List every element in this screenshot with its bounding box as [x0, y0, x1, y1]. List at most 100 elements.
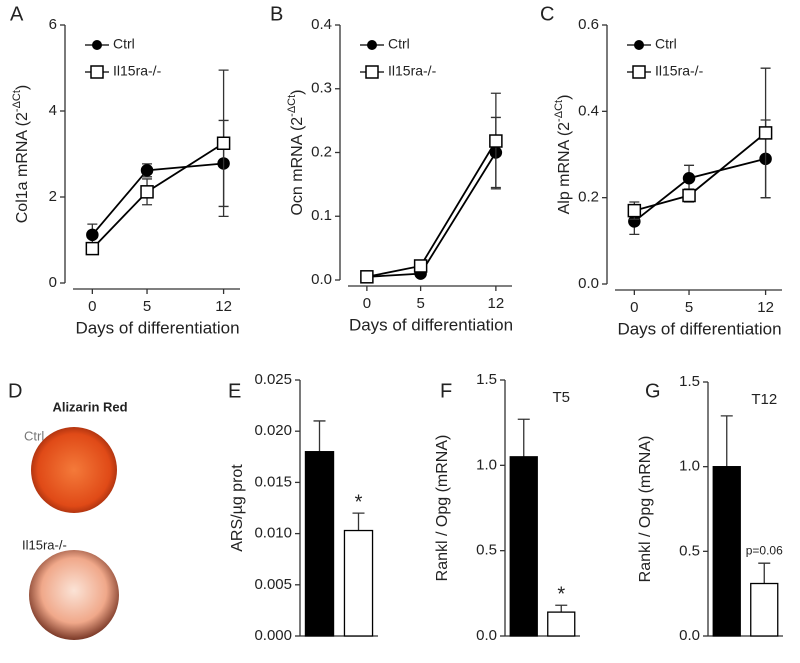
x-axis-label: Days of differentiation: [349, 315, 513, 334]
legend-marker: [90, 65, 104, 79]
y-tick-label: 4: [49, 102, 57, 119]
y-tick-label: 0.005: [254, 576, 292, 593]
y-tick-label: 0.0: [311, 271, 332, 288]
marker: [140, 164, 154, 177]
panel-letter: D: [8, 380, 22, 402]
y-label-part: Ocn mRNA (2: [289, 117, 306, 216]
marker: [682, 171, 696, 185]
y-tick-label: 0.0: [679, 627, 700, 644]
x-tick-label: 5: [143, 298, 151, 315]
y-tick-label: 0.015: [254, 473, 292, 490]
marker: [360, 270, 374, 284]
legend-label: Ctrl: [655, 36, 677, 52]
y-axis-label: Ocn mRNA (2-ΔCt): [286, 89, 306, 215]
bar: [750, 582, 779, 637]
subtitle: T12: [751, 391, 777, 408]
y-axis-label: Rankl / Opg (mRNA): [434, 435, 451, 582]
y-label-part: -ΔCt: [11, 90, 23, 112]
y-tick-label: 0.3: [311, 80, 332, 97]
y-tick-label: 0.025: [254, 371, 292, 388]
y-tick-label: 0.5: [679, 542, 700, 559]
error-bar: [313, 420, 326, 452]
error-bar: [720, 415, 733, 467]
y-tick-label: 0.4: [578, 102, 599, 119]
y-label-part: Col1a mRNA (2: [14, 112, 31, 223]
marker: [489, 134, 503, 148]
panel-letter: F: [440, 380, 452, 402]
legend-marker: [365, 65, 379, 79]
marker: [140, 185, 154, 199]
y-tick-label: 0.2: [311, 143, 332, 160]
y-label-part: ): [556, 95, 573, 100]
legend-marker: [632, 65, 646, 79]
y-label-part: -ΔCt: [553, 100, 565, 122]
y-tick-label: 1.5: [476, 371, 497, 388]
legend-label: Il15ra-/-: [388, 63, 437, 79]
x-tick-label: 12: [215, 298, 232, 315]
y-tick-label: 0: [49, 274, 57, 291]
subtitle: T5: [552, 389, 570, 406]
y-label-part: ): [14, 85, 31, 90]
y-tick-label: 1.5: [679, 373, 700, 390]
y-axis-label: Rankl / Opg (mRNA): [637, 436, 654, 583]
y-tick-label: 0.0: [578, 275, 599, 292]
y-tick-label: 0.0: [476, 627, 497, 644]
y-axis-label: Alp mRNA (2-ΔCt): [553, 95, 573, 215]
panel-letter: G: [645, 380, 661, 402]
legend-marker: [634, 40, 644, 50]
series-line: [366, 152, 497, 278]
marker: [86, 228, 99, 242]
y-tick-label: 0.000: [254, 627, 292, 644]
y-axis-label: Col1a mRNA (2-ΔCt): [11, 85, 31, 224]
well-image: [31, 427, 117, 513]
panel-letter: A: [10, 3, 24, 25]
marker: [413, 259, 428, 273]
y-tick-label: 0.020: [254, 422, 292, 439]
x-tick-label: 12: [757, 299, 774, 316]
y-label-part: Alp mRNA (2: [556, 122, 573, 215]
panel-letter: E: [228, 380, 241, 402]
legend-label: Il15ra-/-: [113, 63, 162, 79]
y-tick-label: 0.010: [254, 525, 292, 542]
image-label: Il15ra-/-: [22, 537, 67, 552]
bar: [547, 611, 576, 637]
annotation: *: [557, 584, 565, 606]
error-bar: [352, 512, 365, 531]
panel-letter: B: [270, 3, 283, 25]
image-label: Ctrl: [24, 428, 44, 443]
y-label-part: ): [289, 89, 306, 94]
bar: [304, 451, 335, 637]
marker: [85, 241, 100, 256]
marker: [758, 126, 773, 140]
legend-label: Il15ra-/-: [655, 63, 704, 79]
error-bar: [758, 562, 771, 584]
x-axis-label: Days of differentiation: [75, 318, 239, 337]
error-bar: [555, 604, 568, 613]
marker: [682, 188, 696, 203]
y-axis-label: ARS/µg prot: [229, 464, 246, 552]
y-label-part: -ΔCt: [286, 95, 298, 117]
series-line: [634, 132, 767, 212]
bar: [509, 456, 538, 637]
series-line: [633, 157, 766, 223]
annotation: *: [355, 491, 363, 513]
bar: [712, 466, 741, 637]
bar: [343, 529, 374, 637]
y-tick-label: 1.0: [679, 458, 700, 475]
well-image: [29, 550, 119, 640]
marker: [627, 203, 642, 218]
series-line: [91, 142, 225, 250]
marker: [216, 136, 231, 150]
legend-marker: [367, 40, 377, 50]
y-tick-label: 0.1: [311, 207, 332, 224]
y-tick-label: 0.5: [476, 542, 497, 559]
x-tick-label: 5: [685, 299, 693, 316]
x-tick-label: 0: [363, 295, 371, 312]
y-tick-label: 0.4: [311, 16, 332, 33]
panel-letter: C: [540, 3, 554, 25]
x-axis-label: Days of differentiation: [617, 319, 781, 338]
legend-label: Ctrl: [388, 36, 410, 52]
y-tick-label: 2: [49, 188, 57, 205]
y-tick-label: 6: [49, 16, 57, 33]
image-title: Alizarin Red: [52, 399, 127, 414]
